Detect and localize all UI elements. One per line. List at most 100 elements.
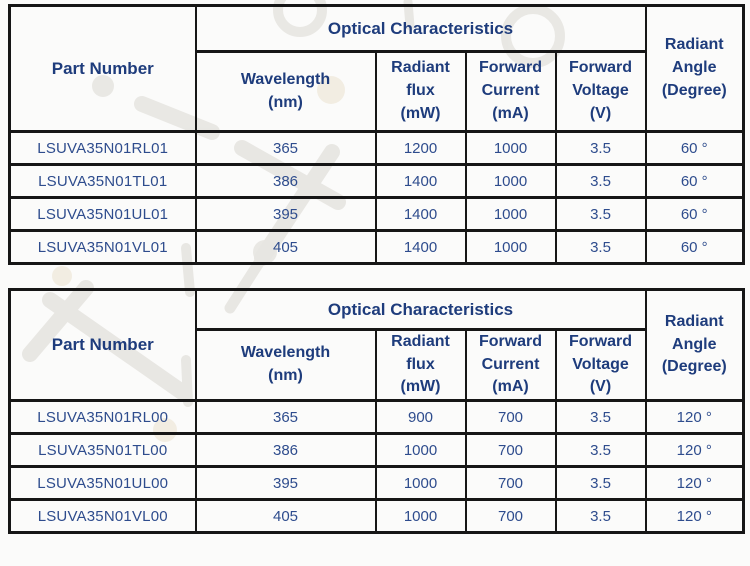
radiant-angle-header: Radiant Angle (Degree) — [644, 287, 745, 403]
forward-voltage-cell: 3.5 — [554, 432, 647, 469]
wavelength-cell: 395 — [194, 465, 377, 502]
radiant-angle-header-line2: Angle — [672, 59, 717, 77]
table-header-row-title: Part Number Optical Characteristics Radi… — [8, 4, 745, 133]
wavelength-header-line1: Wavelength — [240, 70, 331, 88]
forward-voltage-header-line1: Forward — [568, 59, 633, 77]
wavelength-header-line2: (nm) — [268, 367, 303, 385]
part-number-cell: LSUVA35N01TL01 — [8, 163, 197, 199]
radiant-flux-cell: 900 — [374, 399, 467, 436]
radiant-angle-header-line2: Angle — [672, 335, 717, 353]
forward-current-header-line3: (mA) — [492, 104, 529, 122]
radiant-flux-cell: 1000 — [374, 465, 467, 502]
forward-voltage-cell: 3.5 — [554, 163, 647, 199]
wavelength-cell: 365 — [194, 130, 377, 166]
forward-current-cell: 1000 — [464, 130, 557, 166]
forward-current-header: Forward Current (mA) — [464, 327, 557, 403]
forward-current-cell: 700 — [464, 498, 557, 535]
radiant-flux-cell: 1000 — [374, 432, 467, 469]
table-header-row-title: Part Number Optical Characteristics Radi… — [8, 287, 745, 403]
radiant-angle-cell: 120 ° — [644, 399, 745, 436]
part-number-header: Part Number — [8, 287, 197, 403]
forward-voltage-cell: 3.5 — [554, 196, 647, 232]
table-row: LSUVA35N01VL01 405 1400 1000 3.5 60 ° — [8, 229, 745, 265]
table-row: LSUVA35N01TL01 386 1400 1000 3.5 60 ° — [8, 163, 745, 199]
radiant-angle-cell: 120 ° — [644, 498, 745, 535]
forward-voltage-header-line2: Voltage — [572, 82, 629, 100]
radiant-flux-header: Radiant flux (mW) — [374, 50, 467, 133]
forward-current-cell: 700 — [464, 465, 557, 502]
radiant-angle-cell: 120 ° — [644, 432, 745, 469]
radiant-flux-header-line1: Radiant — [391, 59, 450, 77]
radiant-angle-cell: 120 ° — [644, 465, 745, 502]
forward-current-cell: 700 — [464, 432, 557, 469]
table-row: LSUVA35N01UL01 395 1400 1000 3.5 60 ° — [8, 196, 745, 232]
forward-current-header: Forward Current (mA) — [464, 50, 557, 133]
forward-current-header-line1: Forward — [478, 333, 543, 350]
wavelength-header-line2: (nm) — [268, 93, 303, 111]
forward-voltage-header-line1: Forward — [568, 333, 633, 350]
radiant-flux-header-line2: flux — [406, 82, 435, 100]
optical-characteristics-table-120deg: Part Number Optical Characteristics Radi… — [8, 287, 746, 535]
wavelength-header-line1: Wavelength — [240, 344, 331, 362]
forward-current-cell: 700 — [464, 399, 557, 436]
part-number-cell: LSUVA35N01UL00 — [8, 465, 197, 502]
part-number-cell: LSUVA35N01VL00 — [8, 498, 197, 535]
forward-current-cell: 1000 — [464, 163, 557, 199]
table-row: LSUVA35N01UL00 395 1000 700 3.5 120 ° — [8, 465, 745, 502]
table-header-row-columns: Wavelength (nm) Radiant flux (mW) Forwar… — [10, 50, 744, 133]
forward-current-header-line1: Forward — [478, 59, 543, 77]
wavelength-cell: 395 — [194, 196, 377, 232]
wavelength-cell: 405 — [194, 498, 377, 535]
wavelength-cell: 365 — [194, 399, 377, 436]
radiant-angle-header-line1: Radiant — [664, 36, 724, 54]
radiant-flux-header-line1: Radiant — [391, 333, 450, 350]
forward-voltage-header-line3: (V) — [589, 104, 612, 122]
part-number-header: Part Number — [8, 4, 197, 133]
optical-characteristics-header: Optical Characteristics — [194, 4, 647, 53]
radiant-angle-header-line3: (Degree) — [661, 81, 727, 99]
wavelength-cell: 386 — [194, 163, 377, 199]
radiant-flux-header-line3: (mW) — [400, 104, 441, 122]
radiant-angle-header-line3: (Degree) — [661, 358, 727, 376]
forward-voltage-cell: 3.5 — [554, 229, 647, 265]
radiant-angle-cell: 60 ° — [644, 163, 745, 199]
wavelength-cell: 386 — [194, 432, 377, 469]
radiant-flux-cell: 1400 — [374, 196, 467, 232]
forward-current-header-line2: Current — [481, 355, 540, 373]
part-number-cell: LSUVA35N01VL01 — [8, 229, 197, 265]
table-row: LSUVA35N01RL00 365 900 700 3.5 120 ° — [8, 399, 745, 436]
forward-voltage-cell: 3.5 — [554, 465, 647, 502]
forward-current-cell: 1000 — [464, 196, 557, 232]
radiant-angle-header-line1: Radiant — [664, 313, 724, 330]
radiant-angle-header: Radiant Angle (Degree) — [644, 4, 745, 133]
part-number-cell: LSUVA35N01TL00 — [8, 432, 197, 469]
radiant-flux-header-line2: flux — [406, 355, 435, 373]
optical-characteristics-table-60deg: Part Number Optical Characteristics Radi… — [8, 4, 746, 265]
forward-voltage-cell: 3.5 — [554, 130, 647, 166]
optical-characteristics-header: Optical Characteristics — [194, 288, 647, 331]
part-number-cell: LSUVA35N01UL01 — [8, 196, 197, 232]
radiant-flux-header: Radiant flux (mW) — [374, 327, 467, 403]
forward-voltage-header-line3: (V) — [589, 378, 612, 396]
radiant-flux-cell: 1400 — [374, 229, 467, 265]
forward-current-header-line2: Current — [481, 82, 540, 100]
table-row: LSUVA35N01RL01 365 1200 1000 3.5 60 ° — [8, 130, 745, 166]
radiant-angle-cell: 60 ° — [644, 196, 745, 232]
table-row: LSUVA35N01TL00 386 1000 700 3.5 120 ° — [8, 432, 745, 469]
forward-current-header-line3: (mA) — [492, 378, 529, 396]
radiant-flux-cell: 1000 — [374, 498, 467, 535]
radiant-angle-cell: 60 ° — [644, 130, 745, 166]
forward-voltage-header: Forward Voltage (V) — [554, 50, 647, 133]
radiant-angle-cell: 60 ° — [644, 229, 745, 265]
forward-current-cell: 1000 — [464, 229, 557, 265]
forward-voltage-cell: 3.5 — [554, 399, 647, 436]
forward-voltage-cell: 3.5 — [554, 498, 647, 535]
radiant-flux-cell: 1400 — [374, 163, 467, 199]
radiant-flux-header-line3: (mW) — [400, 378, 441, 396]
wavelength-cell: 405 — [194, 229, 377, 265]
table-row: LSUVA35N01VL00 405 1000 700 3.5 120 ° — [8, 498, 745, 535]
forward-voltage-header-line2: Voltage — [572, 355, 629, 373]
radiant-flux-cell: 1200 — [374, 130, 467, 166]
part-number-cell: LSUVA35N01RL00 — [8, 399, 197, 436]
